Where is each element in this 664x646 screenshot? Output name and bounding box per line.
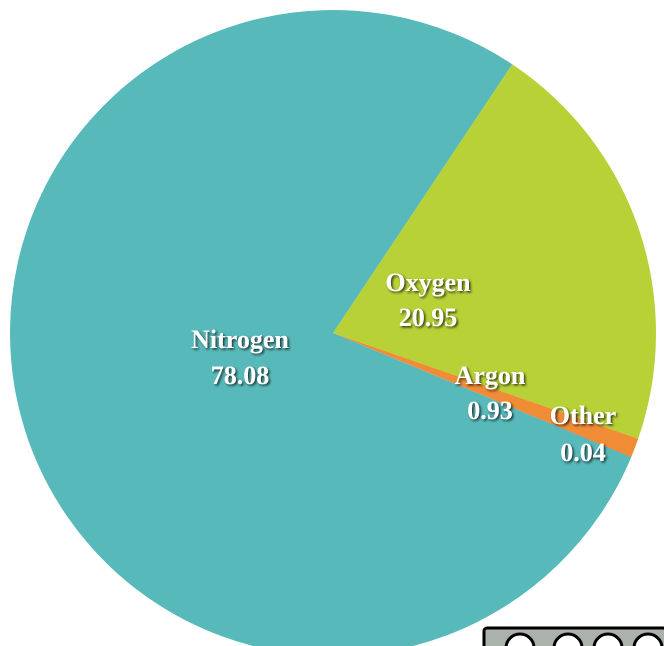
slice-label: Other bbox=[550, 401, 616, 430]
pie-slice bbox=[333, 64, 656, 439]
license-badge bbox=[482, 626, 664, 646]
labels: Oxygen 20.95 Argon 0.93 Other 0.04 Nitrogen 78.… bbox=[191, 268, 616, 467]
slice-label: Argon bbox=[455, 361, 526, 390]
pie-slice bbox=[333, 333, 632, 458]
pie-slice bbox=[333, 333, 639, 457]
slice-label: Oxygen bbox=[385, 268, 471, 297]
slice-value: 20.95 bbox=[399, 303, 458, 332]
slice-value: 78.08 bbox=[211, 361, 270, 390]
pie bbox=[10, 10, 656, 646]
slice-label: Nitrogen bbox=[191, 325, 289, 354]
pie-slice bbox=[10, 10, 632, 646]
slice-value: 0.93 bbox=[467, 396, 513, 425]
slice-value: 0.04 bbox=[560, 438, 606, 467]
